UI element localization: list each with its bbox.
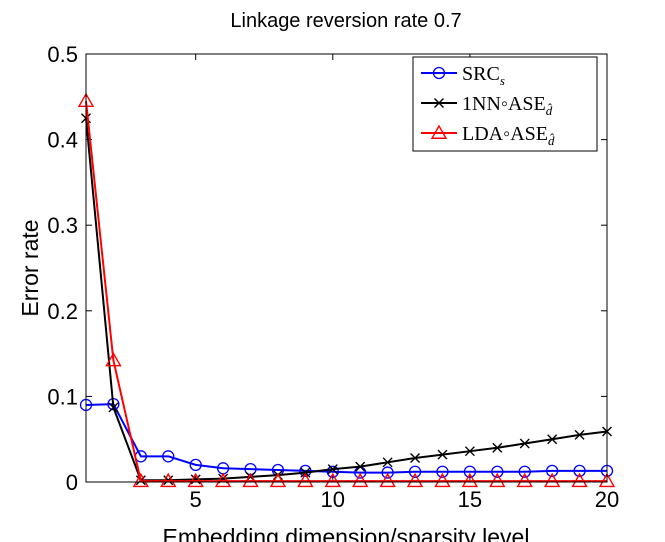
legend-marker-stroke bbox=[434, 98, 444, 108]
data-point bbox=[324, 472, 341, 488]
data-point-stroke bbox=[355, 461, 366, 472]
legend-label: 1NN◦ASEd̂ bbox=[462, 93, 553, 118]
y-tick-label: 0.5 bbox=[47, 42, 78, 67]
y-tick-label: 0.1 bbox=[47, 384, 78, 409]
data-point bbox=[463, 465, 477, 478]
legend: SRCs 1NN◦ASEd̂ LDA◦ASEd̂ bbox=[412, 56, 598, 152]
data-point bbox=[516, 472, 533, 488]
data-point bbox=[269, 472, 287, 488]
legend-item: SRCs bbox=[421, 63, 505, 88]
y-axis-label: Error rate bbox=[17, 219, 43, 316]
series-line bbox=[85, 403, 607, 474]
data-point bbox=[214, 472, 232, 488]
data-point bbox=[300, 467, 311, 478]
data-point bbox=[162, 450, 175, 463]
legend-marker bbox=[430, 124, 448, 139]
axis-ticks: 5 10 15 20 0 0.1 0.2 0.3 0.4 0.5 bbox=[47, 42, 619, 512]
data-point bbox=[492, 442, 503, 453]
data-point-stroke bbox=[519, 438, 530, 449]
data-point-stroke bbox=[437, 449, 448, 460]
plot-frame bbox=[85, 53, 608, 483]
data-point bbox=[108, 402, 119, 413]
legend-marker bbox=[434, 98, 444, 108]
legend-label-subscript: s bbox=[500, 73, 505, 88]
data-point bbox=[242, 472, 259, 488]
data-point bbox=[327, 464, 338, 475]
x-tick-label: 20 bbox=[595, 487, 619, 512]
chart-title: Linkage reversion rate 0.7 bbox=[230, 10, 461, 32]
data-point bbox=[464, 446, 475, 457]
data-point bbox=[461, 472, 479, 488]
legend-item: 1NN◦ASEd̂ bbox=[421, 93, 553, 118]
data-point bbox=[571, 472, 588, 488]
data-point bbox=[491, 465, 504, 478]
data-point-stroke bbox=[410, 453, 421, 464]
data-point bbox=[437, 449, 448, 460]
data-point bbox=[408, 465, 422, 478]
data-point bbox=[379, 472, 396, 488]
data-point bbox=[382, 457, 393, 468]
data-point bbox=[574, 429, 585, 440]
data-point bbox=[489, 472, 506, 488]
data-point bbox=[381, 466, 394, 479]
data-point bbox=[160, 472, 177, 488]
x-axis-label: Embedding dimension/sparsity level bbox=[163, 524, 530, 542]
data-point bbox=[132, 472, 150, 488]
legend-label: LDA◦ASEd̂ bbox=[462, 123, 555, 148]
data-point bbox=[299, 464, 312, 478]
data-point-stroke bbox=[327, 464, 338, 475]
data-point bbox=[352, 472, 369, 488]
data-point bbox=[598, 472, 616, 488]
legend-label: SRCs bbox=[462, 63, 505, 88]
data-point bbox=[297, 472, 314, 488]
data-point bbox=[543, 472, 561, 488]
data-point-stroke bbox=[464, 446, 475, 457]
legend-label-subscript: d̂ bbox=[546, 103, 553, 118]
legend-marker bbox=[432, 66, 446, 80]
data-point-stroke bbox=[547, 434, 558, 445]
data-point bbox=[406, 472, 424, 488]
y-tick-label: 0.4 bbox=[47, 128, 78, 153]
data-point-stroke bbox=[382, 457, 393, 468]
data-point bbox=[436, 465, 449, 478]
data-point bbox=[518, 465, 531, 478]
y-tick-label: 0 bbox=[66, 470, 78, 495]
data-point bbox=[189, 458, 202, 472]
data-point bbox=[187, 472, 204, 488]
data-point bbox=[326, 465, 339, 478]
series-3 bbox=[77, 92, 616, 488]
data-point bbox=[546, 464, 559, 478]
data-point bbox=[434, 472, 451, 488]
data-point bbox=[355, 461, 366, 472]
data-point bbox=[410, 453, 421, 464]
data-point bbox=[519, 438, 530, 449]
y-tick-label: 0.2 bbox=[47, 299, 78, 324]
data-point-stroke bbox=[574, 429, 585, 440]
data-point bbox=[105, 352, 122, 367]
x-tick-label: 5 bbox=[190, 487, 202, 512]
data-point-stroke bbox=[108, 402, 119, 413]
data-point bbox=[547, 434, 558, 445]
x-tick-label: 15 bbox=[458, 487, 482, 512]
data-point-stroke bbox=[492, 442, 503, 453]
series-layer bbox=[77, 92, 616, 488]
series-1 bbox=[79, 397, 614, 479]
legend-item: LDA◦ASEd̂ bbox=[421, 123, 555, 148]
data-point bbox=[573, 464, 586, 478]
x-tick-label: 10 bbox=[321, 487, 345, 512]
y-tick-label: 0.3 bbox=[47, 213, 78, 238]
data-point-stroke bbox=[300, 467, 311, 478]
legend-label-subscript: d̂ bbox=[548, 133, 555, 148]
